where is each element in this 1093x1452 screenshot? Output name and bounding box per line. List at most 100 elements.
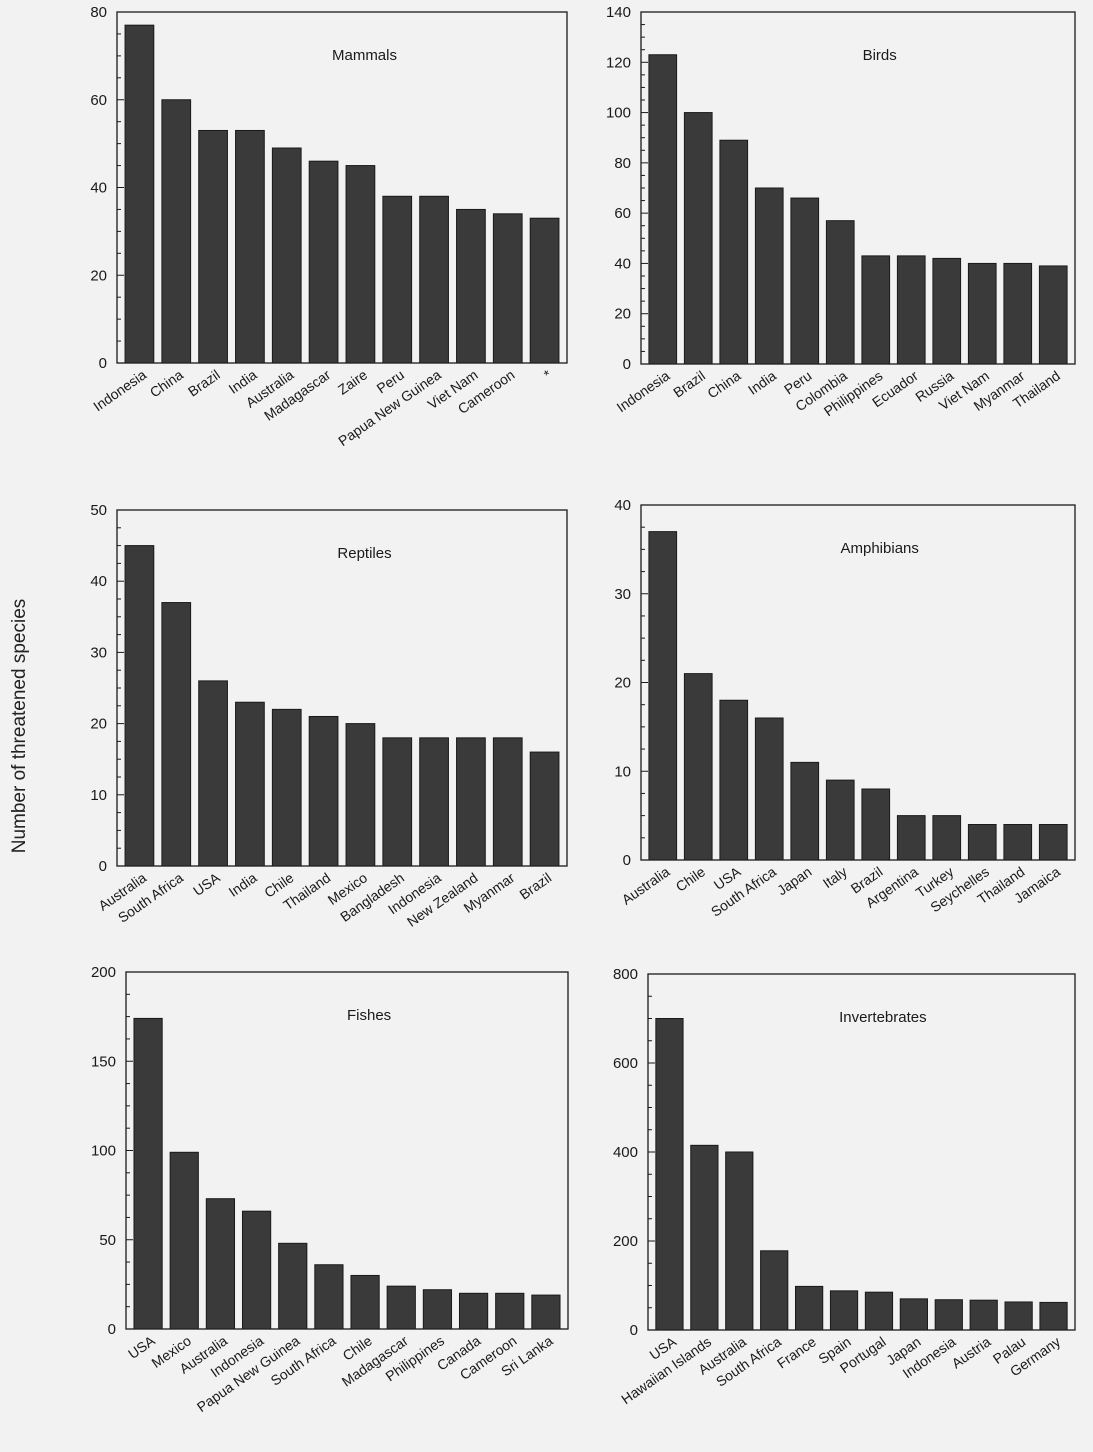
fishes-ytick-label: 150 xyxy=(91,1053,116,1070)
birds-panel: 0 20 40 60 80 100 120 140 Birds IndonesiaBrazilCh… xyxy=(606,4,1076,419)
amphibians-title: Amphibians xyxy=(841,540,919,557)
reptiles-bar-mexico xyxy=(345,723,376,867)
invertebrates-ytick-label: 400 xyxy=(613,1144,638,1161)
mammals-bar-australia xyxy=(271,147,302,364)
invertebrates-ytick-label: 800 xyxy=(613,966,638,983)
amphibians-category-label-japan: Japan xyxy=(774,863,814,898)
mammals-bar-asterisk xyxy=(529,217,560,364)
reptiles-bar-thailand xyxy=(308,715,339,867)
reptiles-ytick-label: 10 xyxy=(90,787,107,804)
birds-ytick-label: 120 xyxy=(606,54,631,71)
mammals-category-label-china: China xyxy=(147,366,186,400)
amphibians-bar-chile xyxy=(683,673,713,861)
amphibians-bar-brazil xyxy=(861,788,891,861)
mammals-bar-cameroon xyxy=(492,213,523,364)
reptiles-bar-usa xyxy=(198,680,228,867)
invertebrates-bar-hawaiian-islands xyxy=(690,1144,719,1331)
mammals-bar-madagascar xyxy=(308,160,339,364)
invertebrates-bar-palau xyxy=(1004,1301,1033,1331)
invertebrates-bar-portugal xyxy=(864,1291,894,1331)
mammals-bar-viet-nam xyxy=(456,208,486,364)
mammals-ytick-label: 20 xyxy=(90,267,107,284)
fishes-bar-philippines xyxy=(422,1289,453,1330)
fishes-bar-south-africa xyxy=(314,1264,344,1330)
reptiles-title: Reptiles xyxy=(337,545,391,562)
mammals-category-label-indonesia: Indonesia xyxy=(90,366,149,414)
amphibians-category-label-italy: Italy xyxy=(820,863,850,891)
reptiles-bar-myanmar xyxy=(492,737,523,867)
birds-ytick-label: 80 xyxy=(614,155,631,172)
fishes-bar-sri-lanka xyxy=(531,1294,561,1330)
reptiles-ytick-label: 0 xyxy=(99,858,107,875)
invertebrates-category-label-france: France xyxy=(774,1333,819,1371)
fishes-bar-canada xyxy=(458,1292,489,1330)
amphibians-bar-argentina xyxy=(896,815,926,861)
fishes-ytick-label: 100 xyxy=(91,1143,116,1160)
amphibians-bar-turkey xyxy=(932,815,962,861)
fishes-bar-mexico xyxy=(169,1151,199,1330)
birds-category-label-china: China xyxy=(704,367,743,401)
mammals-bar-indonesia xyxy=(124,24,155,364)
amphibians-bar-thailand xyxy=(1003,824,1033,861)
reptiles-bar-south-africa xyxy=(161,602,192,867)
birds-bar-philippines xyxy=(861,255,891,365)
amphibians-ytick-label: 20 xyxy=(614,675,631,692)
invertebrates-ytick-label: 200 xyxy=(613,1233,638,1250)
reptiles-ytick-label: 20 xyxy=(90,716,107,733)
birds-bar-peru xyxy=(790,197,820,365)
mammals-category-label-asterisk: * xyxy=(541,366,555,383)
birds-bar-ecuador xyxy=(896,255,926,365)
mammals-category-label-brazil: Brazil xyxy=(185,366,223,399)
reptiles-bar-chile xyxy=(271,708,302,867)
reptiles-category-label-india: India xyxy=(226,869,260,900)
amphibians-ytick-label: 40 xyxy=(614,497,631,514)
fishes-bar-usa xyxy=(133,1017,163,1330)
mammals-ytick-label: 80 xyxy=(90,4,107,21)
invertebrates-bar-spain xyxy=(829,1290,859,1331)
birds-ytick-label: 40 xyxy=(614,255,631,272)
mammals-ytick-label: 0 xyxy=(99,355,107,372)
reptiles-category-label-usa: USA xyxy=(190,869,223,899)
fishes-ytick-label: 50 xyxy=(99,1232,116,1249)
invertebrates-bar-indonesia xyxy=(934,1299,963,1331)
invertebrates-category-label-austria: Austria xyxy=(949,1333,994,1371)
amphibians-bar-seychelles xyxy=(967,824,997,861)
reptiles-bar-brazil xyxy=(529,751,560,867)
amphibians-bar-jamaica xyxy=(1038,824,1068,861)
invertebrates-bar-australia xyxy=(725,1151,754,1331)
birds-bar-brazil xyxy=(683,112,713,365)
fishes-bar-madagascar xyxy=(386,1285,416,1330)
amphibians-bar-australia xyxy=(648,531,678,861)
amphibians-bar-south-africa xyxy=(754,717,784,861)
invertebrates-bar-south-africa xyxy=(760,1250,789,1331)
fishes-bar-chile xyxy=(350,1274,380,1330)
birds-bar-thailand xyxy=(1038,265,1068,365)
amphibians-category-label-australia: Australia xyxy=(619,863,673,907)
birds-bar-viet-nam xyxy=(967,262,997,365)
fishes-bar-cameroon xyxy=(495,1292,525,1330)
fishes-ytick-label: 0 xyxy=(108,1321,116,1338)
invertebrates-ytick-label: 0 xyxy=(630,1322,638,1339)
birds-bar-china xyxy=(719,139,749,365)
mammals-bar-zaire xyxy=(345,165,376,364)
mammals-bar-india xyxy=(235,129,265,364)
amphibians-ytick-label: 10 xyxy=(614,763,631,780)
amphibians-bar-italy xyxy=(825,779,855,861)
amphibians-ytick-label: 30 xyxy=(614,586,631,603)
birds-ytick-label: 140 xyxy=(606,4,631,21)
amphibians-bar-usa xyxy=(719,699,749,861)
birds-category-label-brazil: Brazil xyxy=(670,367,708,400)
amphibians-category-label-chile: Chile xyxy=(673,863,708,895)
fishes-panel: 050100150200FishesUSAMexicoAustraliaIndo… xyxy=(91,964,569,1415)
reptiles-bar-india xyxy=(235,701,265,867)
fishes-title: Fishes xyxy=(347,1007,391,1024)
invertebrates-bar-austria xyxy=(969,1299,998,1331)
invertebrates-bar-germany xyxy=(1039,1301,1068,1331)
fishes-bar-indonesia xyxy=(241,1210,272,1330)
birds-title: Birds xyxy=(863,47,897,64)
birds-bar-colombia xyxy=(825,220,855,365)
